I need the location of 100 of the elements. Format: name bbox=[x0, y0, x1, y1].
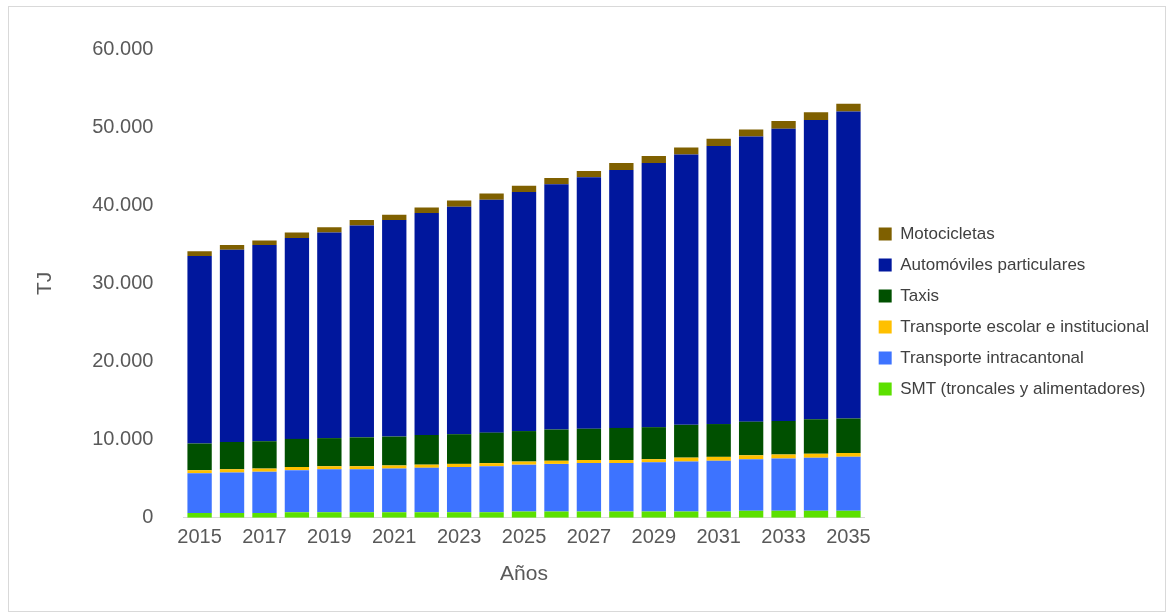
bar bbox=[317, 466, 342, 470]
bar bbox=[446, 206, 472, 435]
bar bbox=[349, 437, 374, 467]
bar bbox=[382, 468, 407, 513]
x-tick-label: 2031 bbox=[696, 525, 741, 548]
x-tick-label: 2033 bbox=[761, 525, 806, 548]
bar bbox=[414, 464, 439, 468]
x-tick-label: 2015 bbox=[177, 525, 222, 548]
bar bbox=[511, 431, 537, 462]
bar bbox=[544, 177, 569, 185]
bar bbox=[609, 163, 634, 171]
y-tick-label: 50.000 bbox=[92, 114, 154, 137]
bar bbox=[317, 438, 342, 467]
bar bbox=[284, 438, 310, 468]
bar bbox=[479, 463, 504, 467]
bar bbox=[414, 207, 439, 214]
bar bbox=[382, 512, 407, 518]
y-tick-label: 10.000 bbox=[92, 427, 154, 450]
bar bbox=[641, 156, 666, 164]
bar bbox=[219, 245, 245, 250]
bar bbox=[803, 453, 829, 458]
x-tick-label: 2021 bbox=[372, 525, 417, 548]
legend-label: Taxis bbox=[900, 285, 939, 305]
bar bbox=[511, 185, 537, 192]
bar bbox=[511, 464, 537, 512]
bar bbox=[738, 136, 764, 422]
bar bbox=[576, 170, 602, 178]
bar bbox=[771, 458, 796, 511]
bar bbox=[706, 460, 731, 512]
bar bbox=[446, 434, 472, 464]
bar bbox=[674, 154, 699, 425]
bar bbox=[771, 420, 796, 455]
y-axis-title: TJ bbox=[32, 271, 56, 296]
legend-label: Transporte escolar e institucional bbox=[900, 316, 1149, 336]
x-tick-label: 2027 bbox=[566, 525, 612, 548]
bar bbox=[284, 512, 310, 518]
bar bbox=[641, 427, 666, 460]
legend-label: Automóviles particulares bbox=[900, 254, 1086, 274]
bar bbox=[382, 214, 407, 221]
bar bbox=[674, 457, 699, 462]
bar bbox=[738, 421, 764, 456]
bar bbox=[479, 193, 504, 200]
bar bbox=[414, 467, 439, 513]
bar bbox=[609, 463, 634, 512]
bar bbox=[836, 452, 861, 457]
bar bbox=[706, 424, 731, 457]
bar bbox=[706, 145, 731, 425]
bar bbox=[446, 467, 472, 513]
bar bbox=[544, 463, 569, 512]
bar bbox=[414, 434, 439, 465]
bar bbox=[641, 459, 666, 463]
bar bbox=[674, 461, 699, 512]
bar bbox=[511, 191, 537, 432]
bar bbox=[317, 232, 342, 439]
bar bbox=[803, 419, 829, 454]
bar bbox=[382, 220, 407, 437]
y-tick-label: 20.000 bbox=[92, 349, 154, 372]
bar bbox=[349, 469, 374, 513]
bar bbox=[836, 103, 861, 112]
bar bbox=[738, 455, 764, 460]
bar bbox=[284, 238, 310, 439]
bar bbox=[479, 512, 504, 518]
bar bbox=[219, 249, 245, 443]
bar bbox=[414, 213, 439, 435]
bar bbox=[803, 457, 829, 511]
bar bbox=[187, 443, 212, 471]
bar bbox=[609, 459, 634, 464]
bar bbox=[641, 462, 666, 512]
bar bbox=[576, 463, 602, 512]
bar bbox=[284, 232, 310, 239]
bar bbox=[576, 177, 602, 429]
x-tick-label: 2019 bbox=[307, 525, 352, 548]
bar bbox=[836, 111, 861, 419]
x-axis-title: Años bbox=[500, 561, 548, 585]
bar bbox=[317, 469, 342, 513]
x-tick-label: 2023 bbox=[436, 525, 482, 548]
bar bbox=[771, 128, 796, 421]
bar bbox=[187, 470, 212, 474]
y-tick-label: 0 bbox=[142, 505, 154, 528]
bar bbox=[836, 456, 861, 511]
bar bbox=[511, 461, 537, 465]
y-tick-label: 60.000 bbox=[92, 36, 154, 59]
legend-label: Transporte intracantonal bbox=[900, 347, 1084, 367]
bar bbox=[674, 147, 699, 155]
bar bbox=[706, 138, 731, 146]
bar bbox=[317, 227, 342, 233]
bar bbox=[479, 199, 504, 433]
bar bbox=[771, 120, 796, 129]
bar bbox=[187, 251, 212, 257]
bar bbox=[219, 469, 245, 473]
bar bbox=[349, 512, 374, 518]
bar bbox=[219, 442, 245, 470]
bar bbox=[803, 112, 829, 121]
bar bbox=[544, 184, 569, 430]
bar bbox=[738, 459, 764, 511]
bar bbox=[803, 120, 829, 420]
y-tick-label: 40.000 bbox=[92, 192, 154, 215]
bar bbox=[836, 418, 861, 453]
bar bbox=[674, 424, 699, 458]
bar bbox=[738, 129, 764, 137]
